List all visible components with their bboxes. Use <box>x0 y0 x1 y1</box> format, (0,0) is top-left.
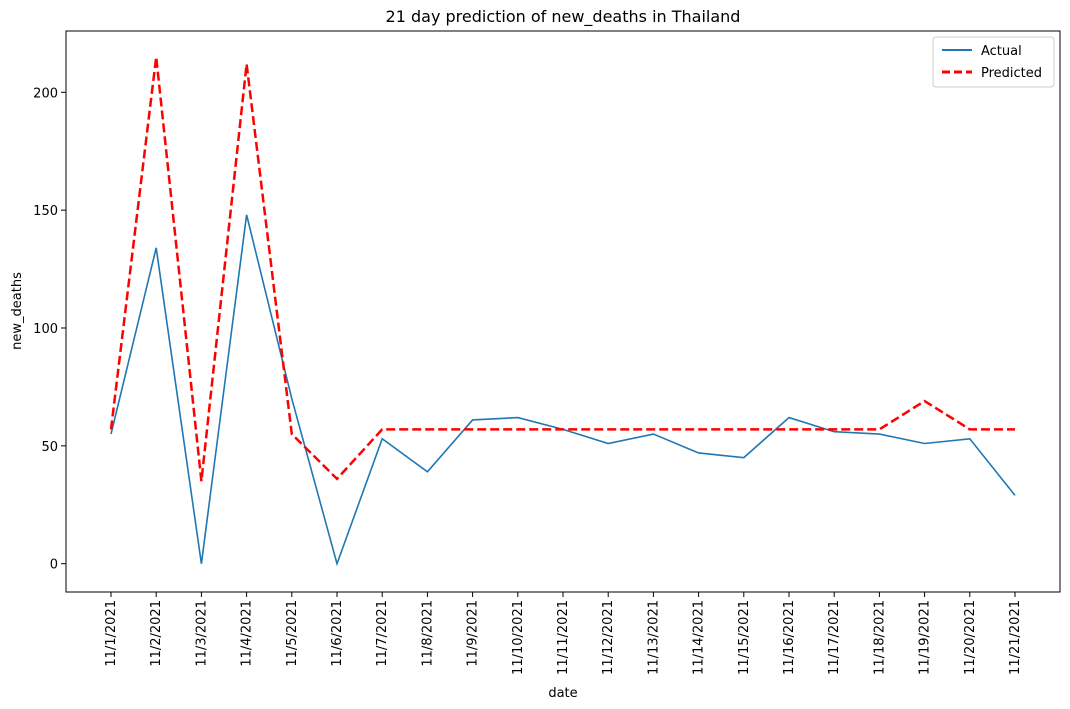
legend-label-actual: Actual <box>981 44 1022 59</box>
x-tick-label-12: 11/13/2021 <box>646 600 661 675</box>
series-lines <box>109 56 1016 567</box>
x-tick-label-2: 11/3/2021 <box>194 600 209 667</box>
x-tick-label-14: 11/15/2021 <box>737 600 752 675</box>
x-axis: 11/1/2021 11/2/2021 11/3/2021 11/4/2021 11/5… <box>104 592 1023 675</box>
y-axis: 0 50 100 150 200 <box>33 86 66 573</box>
chart-title: 21 day prediction of new_deaths in Thail… <box>386 7 741 27</box>
x-tick-label-16: 11/17/2021 <box>827 600 842 675</box>
legend: Actual Predicted <box>932 36 1055 88</box>
y-axis-label: new_deaths <box>10 272 25 350</box>
x-tick-label-18: 11/19/2021 <box>918 600 933 675</box>
x-axis-label: date <box>548 686 577 701</box>
series-line-predicted <box>109 56 1015 482</box>
y-tick-label-2: 100 <box>33 322 58 337</box>
legend-label-predicted: Predicted <box>981 66 1042 81</box>
x-tick-label-17: 11/18/2021 <box>872 600 887 675</box>
x-tick-label-1: 11/2/2021 <box>149 600 164 667</box>
x-tick-label-6: 11/7/2021 <box>375 600 390 667</box>
x-tick-label-9: 11/10/2021 <box>511 600 526 675</box>
x-tick-label-7: 11/8/2021 <box>420 600 435 667</box>
x-tick-label-20: 11/21/2021 <box>1008 600 1023 675</box>
x-tick-label-11: 11/12/2021 <box>601 600 616 675</box>
x-tick-label-8: 11/9/2021 <box>466 600 481 667</box>
x-tick-label-13: 11/14/2021 <box>692 600 707 675</box>
y-tick-label-1: 50 <box>41 440 58 455</box>
y-tick-label-4: 200 <box>33 86 58 101</box>
y-tick-label-0: 0 <box>50 558 58 573</box>
x-tick-label-3: 11/4/2021 <box>240 600 255 667</box>
x-tick-label-4: 11/5/2021 <box>285 600 300 667</box>
x-tick-label-0: 11/1/2021 <box>104 600 119 667</box>
plot-area-group: 11/1/2021 11/2/2021 11/3/2021 11/4/2021 11/5… <box>33 30 1061 675</box>
x-tick-label-19: 11/20/2021 <box>963 600 978 675</box>
x-tick-label-10: 11/11/2021 <box>556 600 571 675</box>
x-tick-label-15: 11/16/2021 <box>782 600 797 675</box>
x-tick-label-5: 11/6/2021 <box>330 600 345 667</box>
y-tick-label-3: 150 <box>33 204 58 219</box>
